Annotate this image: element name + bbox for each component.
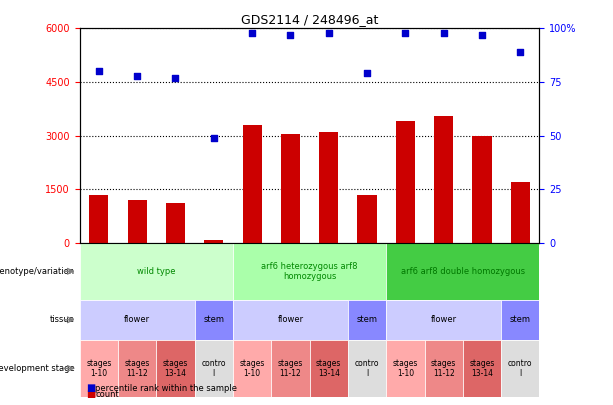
Text: development stage: development stage — [0, 364, 75, 373]
Bar — [434, 116, 453, 243]
FancyBboxPatch shape — [233, 243, 386, 300]
Text: stages
11-12: stages 11-12 — [124, 359, 150, 378]
Text: stages
13-14: stages 13-14 — [316, 359, 341, 378]
FancyBboxPatch shape — [80, 340, 118, 397]
Point — [439, 30, 449, 36]
Bar — [281, 134, 300, 243]
FancyBboxPatch shape — [233, 340, 271, 397]
Point — [477, 32, 487, 38]
Text: stages
13-14: stages 13-14 — [470, 359, 495, 378]
Text: wild type: wild type — [137, 267, 175, 276]
FancyBboxPatch shape — [195, 300, 233, 340]
FancyBboxPatch shape — [501, 340, 539, 397]
Text: arf6 arf8 double homozygous: arf6 arf8 double homozygous — [401, 267, 525, 276]
Point — [286, 32, 295, 38]
Text: stages
11-12: stages 11-12 — [431, 359, 456, 378]
Text: stages
1-10: stages 1-10 — [240, 359, 265, 378]
Point — [247, 30, 257, 36]
Text: ■: ■ — [86, 389, 95, 399]
Bar — [128, 200, 147, 243]
Text: contro
l: contro l — [355, 359, 379, 378]
FancyBboxPatch shape — [156, 340, 195, 397]
Title: GDS2114 / 248496_at: GDS2114 / 248496_at — [241, 13, 378, 26]
Text: contro
l: contro l — [508, 359, 533, 378]
Text: stem: stem — [510, 315, 531, 324]
Text: flower: flower — [430, 315, 457, 324]
Text: genotype/variation: genotype/variation — [0, 267, 75, 276]
FancyBboxPatch shape — [80, 243, 233, 300]
FancyBboxPatch shape — [310, 340, 348, 397]
FancyBboxPatch shape — [195, 340, 233, 397]
Point — [94, 68, 104, 75]
FancyBboxPatch shape — [233, 300, 348, 340]
Text: stages
11-12: stages 11-12 — [278, 359, 303, 378]
FancyBboxPatch shape — [348, 340, 386, 397]
FancyBboxPatch shape — [118, 340, 156, 397]
Point — [209, 134, 219, 141]
Text: tissue: tissue — [50, 315, 75, 324]
Text: arf6 heterozygous arf8
homozygous: arf6 heterozygous arf8 homozygous — [261, 262, 358, 281]
Text: ■: ■ — [86, 383, 95, 393]
Text: stem: stem — [357, 315, 378, 324]
Text: stages
13-14: stages 13-14 — [163, 359, 188, 378]
FancyBboxPatch shape — [501, 300, 539, 340]
FancyBboxPatch shape — [386, 300, 501, 340]
Point — [362, 70, 372, 77]
Text: flower: flower — [277, 315, 303, 324]
Point — [516, 49, 525, 55]
Bar — [166, 203, 185, 243]
Bar — [473, 136, 492, 243]
Point — [132, 72, 142, 79]
FancyBboxPatch shape — [348, 300, 386, 340]
Bar — [319, 132, 338, 243]
Text: count: count — [95, 390, 119, 399]
FancyBboxPatch shape — [463, 340, 501, 397]
FancyBboxPatch shape — [386, 340, 424, 397]
Text: stem: stem — [204, 315, 224, 324]
Bar — [89, 194, 109, 243]
Text: percentile rank within the sample: percentile rank within the sample — [95, 384, 237, 393]
Bar — [204, 240, 223, 243]
Text: stages
1-10: stages 1-10 — [393, 359, 418, 378]
FancyBboxPatch shape — [271, 340, 310, 397]
Text: stages
1-10: stages 1-10 — [86, 359, 112, 378]
Bar — [357, 194, 376, 243]
Point — [400, 30, 410, 36]
Point — [170, 75, 180, 81]
Point — [324, 30, 333, 36]
Bar — [243, 125, 262, 243]
Text: flower: flower — [124, 315, 150, 324]
FancyBboxPatch shape — [80, 300, 195, 340]
Text: contro
l: contro l — [202, 359, 226, 378]
Bar — [396, 121, 415, 243]
FancyBboxPatch shape — [386, 243, 539, 300]
Bar — [511, 182, 530, 243]
FancyBboxPatch shape — [424, 340, 463, 397]
